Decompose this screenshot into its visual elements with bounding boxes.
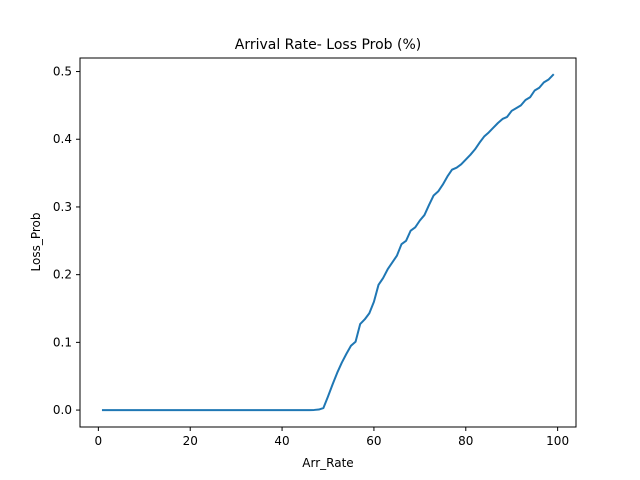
x-axis-label: Arr_Rate <box>302 456 353 470</box>
plot-frame <box>79 57 577 428</box>
y-tick-label: 0.1 <box>53 335 72 349</box>
x-tick-label: 60 <box>366 434 381 448</box>
x-tick-label: 20 <box>183 434 198 448</box>
y-tick-label: 0.0 <box>53 403 72 417</box>
series-line <box>101 73 555 412</box>
x-tick-label: 80 <box>458 434 473 448</box>
y-tick-label: 0.3 <box>53 200 72 214</box>
series-layer <box>101 73 555 412</box>
x-tick-label: 0 <box>95 434 103 448</box>
chart-title: Arrival Rate- Loss Prob (%) <box>235 37 421 53</box>
y-axis-label: Loss_Prob <box>29 213 43 272</box>
y-tick-label: 0.4 <box>53 132 72 146</box>
y-tick-label: 0.5 <box>53 65 72 79</box>
y-tick-label: 0.2 <box>53 268 72 282</box>
ticks-layer: 0 20 40 60 80 100 0.0 0.1 0.2 0.3 0.4 0.5 <box>53 65 569 448</box>
x-tick-label: 40 <box>274 434 289 448</box>
x-tick-label: 100 <box>546 434 569 448</box>
